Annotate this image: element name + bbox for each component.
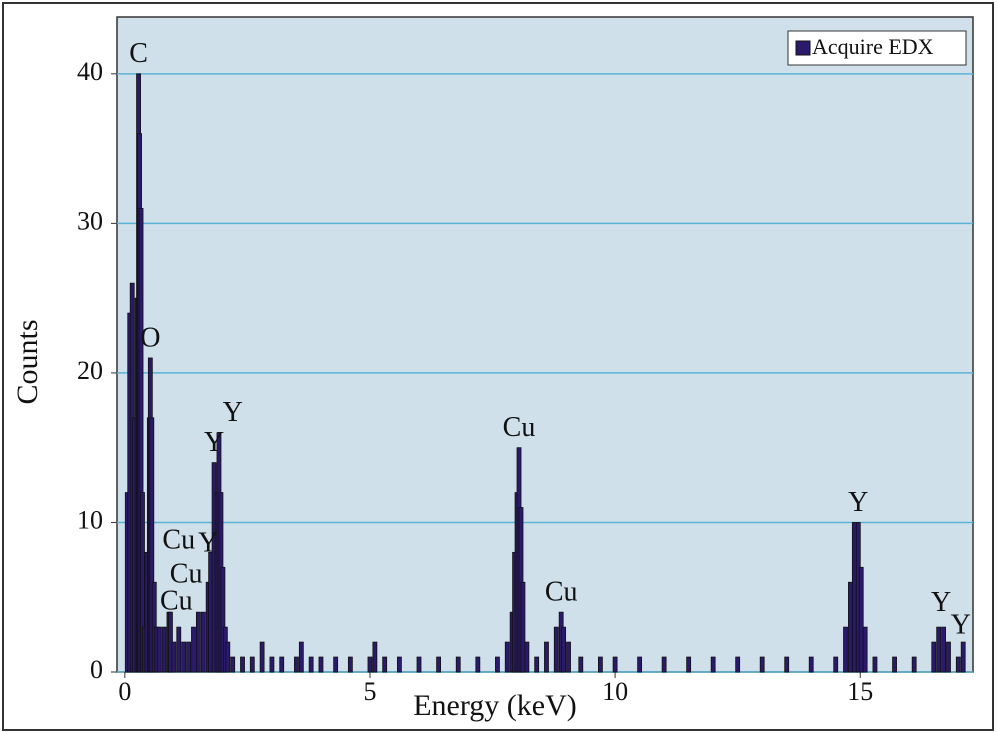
spectrum-bar [735,656,741,673]
spectrum-bar [710,656,716,673]
x-tick-label: 0 [118,677,131,706]
spectrum-bar [416,656,422,673]
peak-label: Y [931,587,951,618]
spectrum-bar [269,656,275,673]
spectrum-bar [230,656,236,673]
spectrum-bar [436,656,442,673]
spectrum-bar [759,656,765,673]
spectrum-bar [171,641,177,673]
spectrum-bar [294,656,299,673]
spectrum-bar [686,656,692,673]
spectrum-bar [259,641,265,673]
spectrum-bar [396,656,402,673]
spectrum-bar [848,581,853,673]
y-tick-label: 20 [77,356,103,385]
spectrum-bar [911,656,917,673]
spectrum-bar [578,656,584,673]
spectrum-bar [249,656,255,673]
x-tick-label: 5 [363,677,376,706]
spectrum-bar [931,641,937,673]
spectrum-bar [200,611,206,673]
spectrum-bar [553,626,559,673]
spectrum-bar [504,641,510,673]
peak-label: O [140,322,160,353]
spectrum-bar [367,656,373,673]
spectrum-bar [597,656,603,673]
spectrum-bar [637,656,643,673]
spectrum-bar [372,641,378,673]
spectrum-bar [382,656,388,673]
peak-label: Cu [160,586,193,617]
y-tick-label: 40 [77,57,103,86]
spectrum-bar [566,641,571,673]
peak-label: Y [204,427,224,458]
spectrum-bar [333,656,339,673]
spectrum-bar [843,626,848,673]
peak-label: Y [223,397,243,428]
spectrum-bar [186,641,191,673]
spectrum-bar [833,656,839,673]
y-tick-label: 30 [77,206,103,235]
spectrum-bar [298,641,304,673]
spectrum-bar [520,581,526,673]
legend-label: Acquire EDX [812,34,934,59]
spectrum-bar [661,656,667,673]
spectrum-bar [181,641,187,673]
spectrum-bar [561,626,567,673]
peak-label: Cu [545,577,578,608]
peak-label: C [129,38,148,69]
peak-label: Y [198,527,218,558]
y-tick-label: 0 [90,655,103,684]
spectrum-bar [544,641,549,673]
peak-label: Cu [162,524,195,555]
spectrum-bar [941,626,946,673]
spectrum-bar [191,626,196,673]
spectrum-bar [936,626,942,673]
spectrum-bar [455,656,461,673]
peak-label: Cu [503,412,536,443]
spectrum-bar [240,656,245,673]
legend-swatch [795,40,811,56]
spectrum-bar [851,522,857,673]
x-tick-label: 15 [847,677,873,706]
peak-label: Y [951,610,971,641]
legend: Acquire EDX [787,30,967,66]
spectrum-bar [308,656,314,673]
spectrum-bar [534,656,540,673]
spectrum-bar [892,656,897,673]
plot-area [116,16,974,673]
spectrum-bar [858,566,864,673]
x-tick-label: 10 [602,677,628,706]
spectrum-bar [872,656,878,673]
spectrum-bar [524,641,530,673]
spectrum-bar [195,611,201,673]
spectrum-bar [808,656,814,673]
spectrum-bar [220,566,226,673]
peak-label: Y [848,487,868,518]
spectrum-bar [156,626,162,673]
legend-box [787,30,967,66]
spectrum-bar [279,656,285,673]
peak-label: Cu [170,559,203,590]
y-tick-label: 10 [77,505,103,534]
y-axis-label: Counts [11,319,44,404]
spectrum-bar [475,656,481,673]
spectrum-bar [347,656,353,673]
x-axis-label: Energy (keV) [413,689,577,722]
spectrum-bar [225,641,231,673]
spectrum-bar [149,417,155,673]
spectrum-bar [161,626,167,673]
spectrum-bar [318,656,324,673]
spectrum-bar [862,626,868,673]
spectrum-bar [612,656,618,673]
spectrum-bar [946,641,951,673]
spectrum-bar [784,656,790,673]
spectrum-bar [495,656,500,673]
spectrum-bar [955,656,961,673]
spectrum-bar [960,641,966,673]
spectrum-bar [176,626,182,673]
